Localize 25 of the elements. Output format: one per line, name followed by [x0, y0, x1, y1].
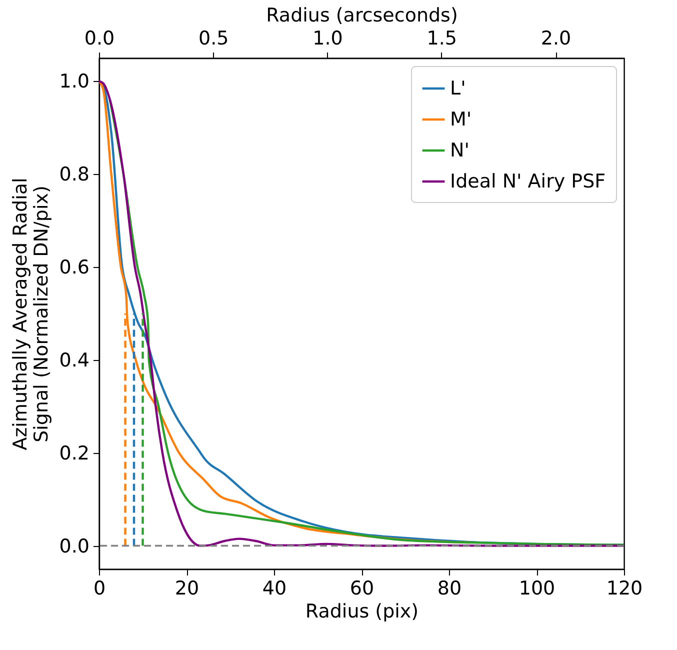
legend-label: M' — [450, 108, 472, 130]
y-axis-title: Azimuthally Averaged Radial Signal (Normalized DN/pix) — [9, 178, 52, 450]
x-tick-label: 80 — [437, 578, 462, 600]
x-tick-label: 20 — [174, 578, 200, 600]
x-tick-label: 120 — [606, 578, 643, 600]
x-tick-label: 100 — [518, 578, 556, 600]
y-tick-label: 1.0 — [59, 70, 90, 93]
x-tick-label: 40 — [262, 578, 287, 600]
y-tick-label: 0.2 — [59, 442, 90, 464]
x2-tick-label: 0.5 — [198, 28, 229, 50]
legend-label: L' — [450, 78, 466, 100]
x-axis-title: Radius (pix) — [305, 600, 419, 622]
x2-tick-label: 1.0 — [312, 28, 343, 50]
y-tick-label: 0.6 — [59, 256, 90, 279]
y-tick-label: 0.0 — [59, 535, 90, 558]
x-tick-label: 60 — [350, 578, 374, 600]
x2-axis-title: Radius (arcseconds) — [266, 4, 458, 26]
x2-tick-label: 0.0 — [84, 28, 115, 50]
legend-label: Ideal N' Airy PSF — [450, 170, 606, 192]
x2-tick-label: 1.5 — [426, 28, 457, 50]
legend-label: N' — [450, 140, 470, 162]
x-tick-label: 0 — [93, 578, 106, 600]
y-tick-label: 0.4 — [59, 349, 90, 372]
x2-tick-label: 2.0 — [540, 28, 572, 50]
y-tick-label: 0.8 — [59, 164, 90, 186]
